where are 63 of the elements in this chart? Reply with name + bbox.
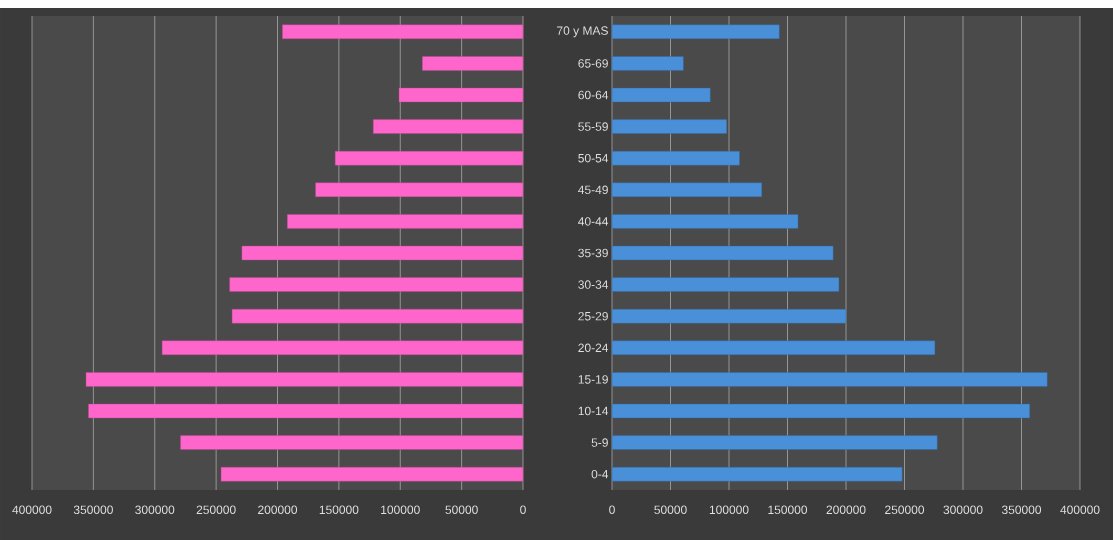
bar	[241, 245, 524, 261]
x-tick-label: 50000	[445, 505, 478, 515]
bar	[611, 119, 727, 134]
bar	[611, 87, 711, 103]
y-tick-label: 5-9	[591, 438, 608, 447]
bar	[287, 214, 524, 229]
bar	[611, 24, 780, 39]
bar	[85, 372, 524, 387]
y-tick-label: 20-24	[578, 343, 609, 353]
x-tick-label: 300000	[135, 505, 175, 515]
bar	[161, 340, 524, 355]
bar	[611, 403, 1030, 419]
bar	[282, 24, 524, 39]
x-tick-label: 200000	[258, 505, 298, 515]
x-tick-label: 400000	[1060, 505, 1100, 515]
x-tick-label: 250000	[885, 505, 925, 515]
y-tick-label: 70 y MAS	[557, 26, 608, 38]
y-tick-label: 55-59	[578, 122, 608, 131]
y-tick-label: 10-14	[578, 406, 609, 416]
y-tick-label: 35-39	[578, 248, 608, 258]
bar	[611, 56, 684, 71]
x-tick-label: 200000	[826, 505, 866, 515]
bar	[611, 372, 1048, 387]
bar	[611, 214, 799, 229]
bar	[611, 277, 840, 292]
x-tick-label: 300000	[943, 505, 983, 515]
bar	[611, 182, 762, 197]
bar	[315, 182, 524, 197]
x-tick-label: 0	[520, 505, 526, 515]
y-tick-label: 65-69	[578, 59, 608, 68]
x-tick-label: 350000	[73, 505, 113, 515]
bar	[398, 87, 524, 103]
bar	[231, 308, 524, 324]
bar	[422, 56, 524, 71]
bar	[373, 119, 524, 134]
y-tick-label: 25-29	[578, 311, 608, 321]
x-tick-label: 100000	[709, 505, 749, 515]
bar	[611, 308, 847, 324]
x-tick-label: 250000	[196, 505, 236, 515]
bar	[611, 340, 936, 355]
bar	[611, 435, 938, 450]
y-tick-label: 40-44	[578, 217, 609, 226]
y-tick-label: 50-54	[578, 153, 609, 163]
y-tick-label: 30-34	[578, 280, 609, 289]
x-tick-label: 50000	[654, 505, 687, 515]
y-tick-label: 60-64	[578, 90, 609, 100]
x-tick-label: 350000	[1001, 505, 1042, 515]
bar	[229, 277, 524, 292]
x-tick-label: 100000	[381, 505, 420, 515]
bar	[220, 466, 524, 482]
y-tick-label: 45-49	[578, 185, 608, 195]
y-tick-label: 0-4	[591, 469, 609, 479]
x-tick-label: 400000	[12, 505, 52, 515]
bar	[611, 245, 834, 261]
y-tick-label: 15-19	[578, 375, 608, 384]
x-tick-label: 150000	[319, 505, 359, 515]
bar	[611, 150, 740, 166]
x-tick-label: 150000	[768, 505, 808, 515]
bar	[180, 435, 524, 450]
bar	[611, 466, 903, 482]
bar	[88, 403, 524, 419]
bar	[335, 150, 524, 166]
x-tick-label: 0	[609, 505, 615, 515]
